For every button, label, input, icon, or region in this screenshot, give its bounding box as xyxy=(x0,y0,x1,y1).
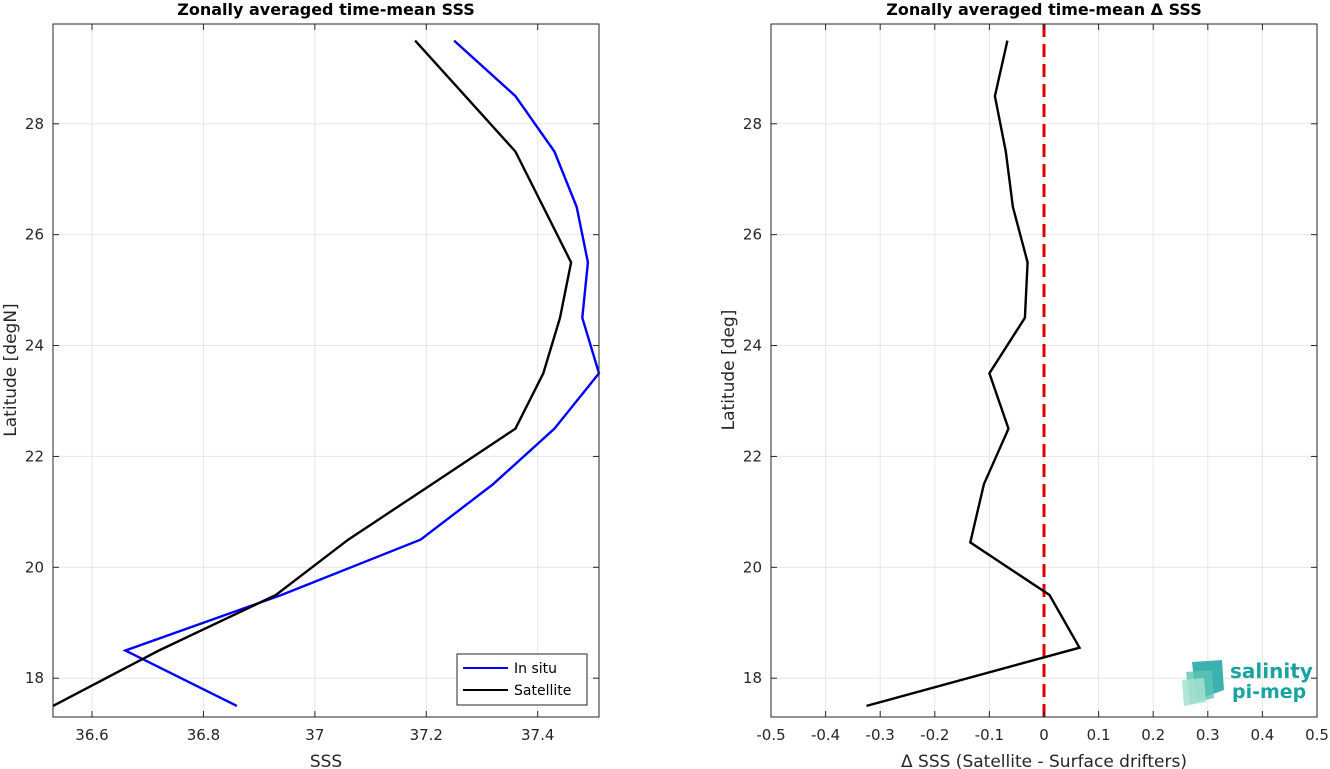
chart-title: Zonally averaged time-mean Δ SSS xyxy=(886,0,1202,19)
series-group xyxy=(866,24,1082,717)
panel-left-sss: Zonally averaged time-mean SSS 36.6 36.8 3… xyxy=(1,0,601,769)
y-axis-label: Latitude [deg] xyxy=(719,310,739,431)
logo-text-pi-mep: pi-mep xyxy=(1232,681,1306,703)
y-tick-label: 28 xyxy=(25,115,44,133)
y-tick-label: 26 xyxy=(25,226,44,244)
salinity-pi-mep-logo: salinity pi-mep xyxy=(1182,659,1313,706)
x-tick-label: -0.1 xyxy=(975,726,1004,744)
legend: In situ Satellite xyxy=(456,653,588,706)
y-tick-label: 24 xyxy=(743,337,762,355)
y-tick-label: 28 xyxy=(743,115,762,133)
chart-title: Zonally averaged time-mean SSS xyxy=(177,0,475,19)
x-axis-label: Δ SSS (Satellite - Surface drifters) xyxy=(901,752,1187,769)
x-tick-label: 0 xyxy=(1039,726,1049,744)
series-line-satellite xyxy=(52,39,573,707)
series-line-delta-sss xyxy=(866,40,1082,708)
grid xyxy=(53,24,599,717)
x-tick-label: 37.2 xyxy=(410,726,443,744)
axes-frame xyxy=(52,23,600,718)
x-tick-label: 0.1 xyxy=(1087,726,1111,744)
x-tick-label: 36.8 xyxy=(187,726,220,744)
legend-label-satellite: Satellite xyxy=(514,683,571,699)
y-tick-label: 20 xyxy=(743,558,762,576)
x-tick-label: 36.6 xyxy=(75,726,108,744)
ticks-group: -0.5 -0.4 -0.3 -0.2 -0.1 0 0.1 0.2 0.3 0.4 0.5 18 20… xyxy=(743,24,1329,744)
y-tick-label: 22 xyxy=(743,447,762,465)
wave-logo-icon xyxy=(1182,660,1224,706)
y-tick-label: 22 xyxy=(25,447,44,465)
x-tick-label: 0.5 xyxy=(1305,726,1329,744)
x-tick-label: -0.5 xyxy=(756,726,785,744)
x-tick-label: 0.2 xyxy=(1141,726,1165,744)
y-tick-label: 18 xyxy=(743,669,762,687)
legend-box xyxy=(456,653,588,706)
x-tick-label: 37.4 xyxy=(521,726,554,744)
y-tick-label: 20 xyxy=(25,558,44,576)
x-tick-label: 0.3 xyxy=(1196,726,1220,744)
x-tick-label: 0.4 xyxy=(1250,726,1274,744)
logo-text-salinity: salinity xyxy=(1230,659,1313,683)
y-tick-label: 18 xyxy=(25,669,44,687)
y-tick-label: 24 xyxy=(25,337,44,355)
x-tick-label: 37 xyxy=(305,726,324,744)
x-tick-label: -0.4 xyxy=(811,726,840,744)
ticks-group: 36.6 36.8 37 37.2 37.4 18 20 22 24 26 28 xyxy=(25,24,599,744)
y-axis-label: Latitude [degN] xyxy=(1,303,21,436)
legend-label-in-situ: In situ xyxy=(514,661,557,677)
x-tick-label: -0.2 xyxy=(920,726,949,744)
x-tick-label: -0.3 xyxy=(866,726,895,744)
x-axis-label: SSS xyxy=(310,752,342,769)
y-tick-label: 26 xyxy=(743,226,762,244)
panel-right-delta-sss: Zonally averaged time-mean Δ SSS -0.5 -0.… xyxy=(719,0,1329,769)
